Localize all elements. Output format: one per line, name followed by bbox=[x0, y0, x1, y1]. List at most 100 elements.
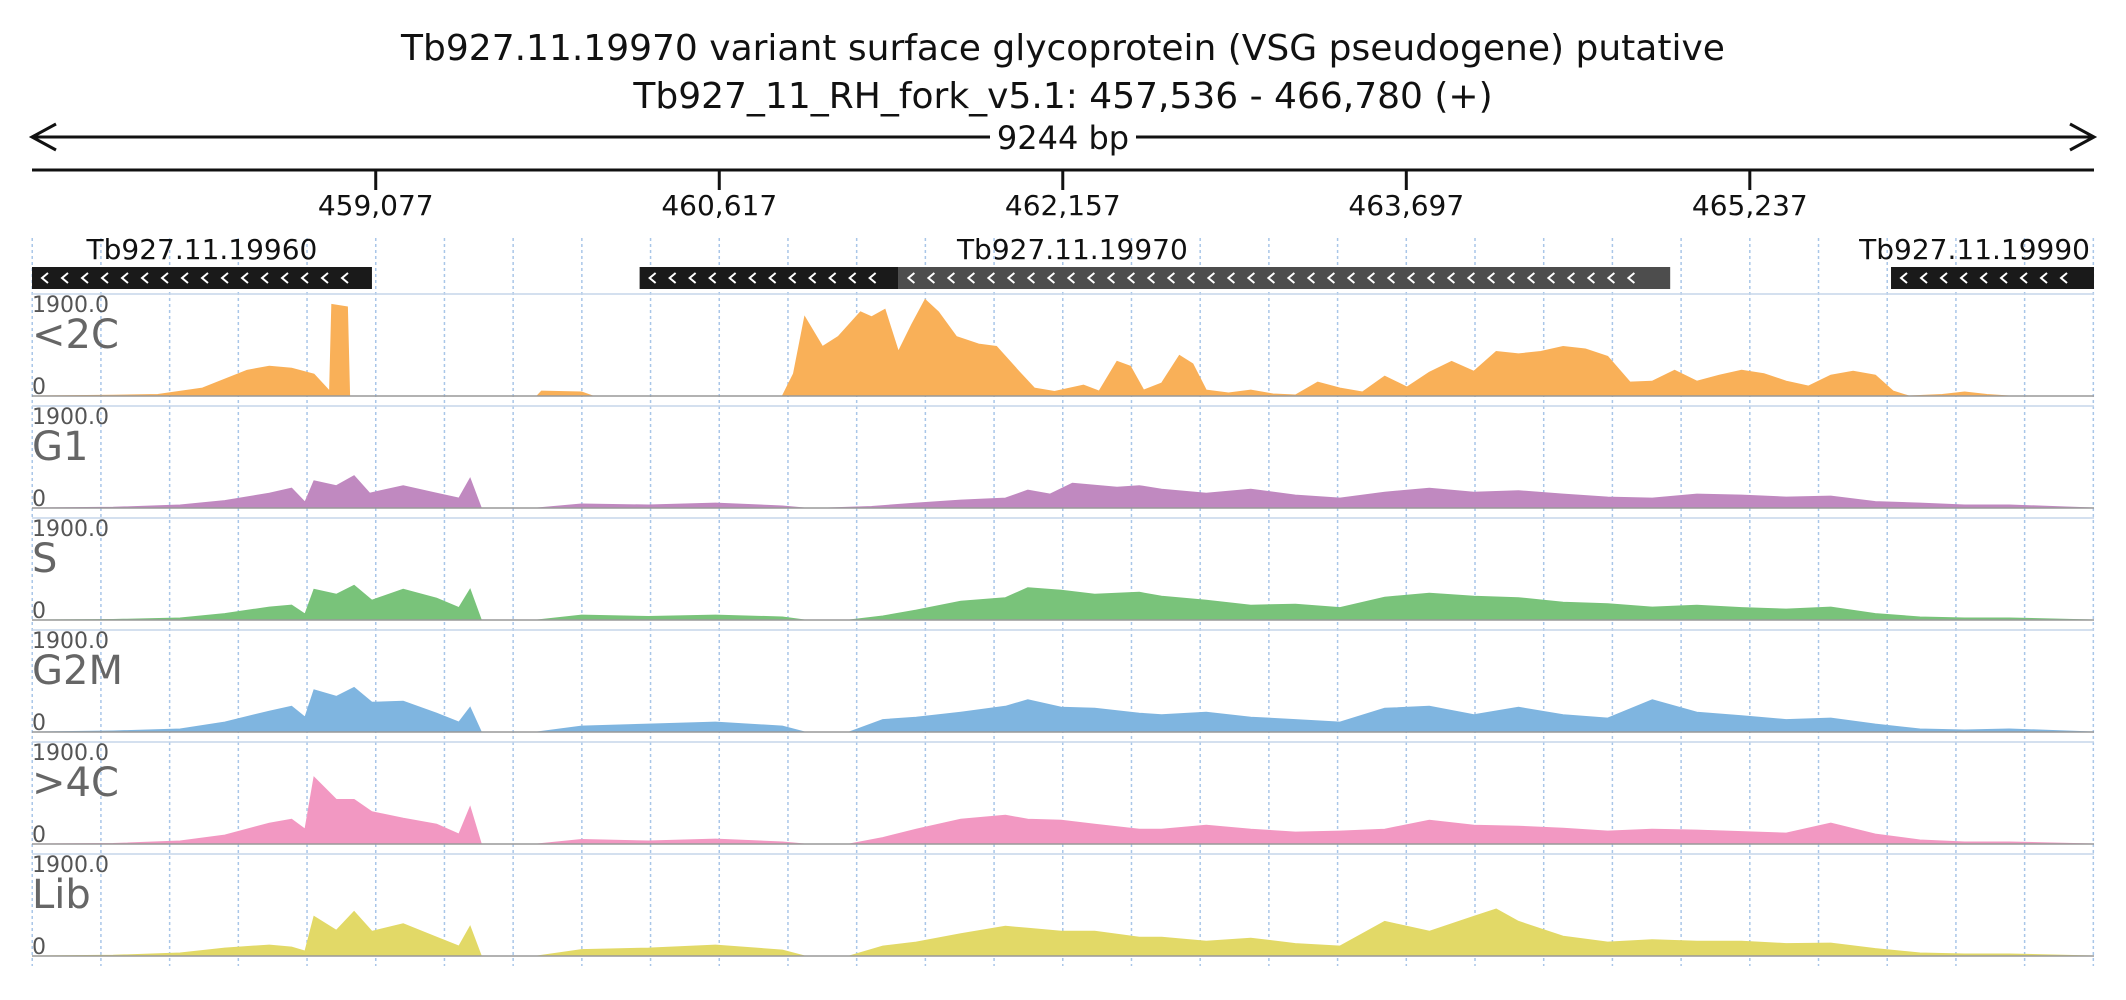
x-tick-label-1: 460,617 bbox=[661, 189, 777, 222]
gene-track: Tb927.11.19960 Tb927.11.19970 Tb927.11.199… bbox=[32, 233, 2094, 289]
coverage-area-1 bbox=[31, 475, 2095, 509]
strand-chevron-icon bbox=[1919, 272, 1928, 284]
strand-chevron-icon bbox=[320, 272, 329, 284]
gene-label-2: Tb927.11.19990 bbox=[1858, 233, 2090, 266]
coverage-area-3 bbox=[31, 686, 2095, 733]
strand-chevron-icon bbox=[1606, 272, 1616, 284]
strand-chevron-icon bbox=[1979, 272, 1988, 284]
track-1: 1900.0G1 0 bbox=[31, 405, 2095, 512]
coverage-area-4 bbox=[31, 776, 2095, 845]
strand-chevron-icon bbox=[848, 272, 857, 284]
gene-1-segment-1 bbox=[898, 267, 1671, 289]
strand-chevron-icon bbox=[40, 272, 49, 284]
strand-chevron-icon bbox=[828, 272, 837, 284]
gene-label-0: Tb927.11.19960 bbox=[86, 233, 318, 266]
track-min-label-4: 0 bbox=[32, 823, 46, 848]
strand-chevron-icon bbox=[868, 272, 877, 284]
coverage-area-2 bbox=[31, 584, 2095, 621]
strand-chevron-icon bbox=[986, 272, 996, 284]
strand-chevron-icon bbox=[220, 272, 229, 284]
strand-chevron-icon bbox=[1126, 272, 1136, 284]
strand-chevron-icon bbox=[648, 272, 657, 284]
track-max-label-4: 1900.0 bbox=[32, 741, 109, 766]
strand-chevron-icon bbox=[708, 272, 717, 284]
chart-subtitle: Tb927_11_RH_fork_v5.1: 457,536 - 466,780… bbox=[632, 76, 1492, 117]
strand-chevron-icon bbox=[768, 272, 777, 284]
track-name-1: G1 bbox=[32, 424, 88, 470]
strand-chevron-icon bbox=[60, 272, 69, 284]
coverage-area-5 bbox=[31, 908, 2095, 957]
strand-chevron-icon bbox=[140, 272, 149, 284]
track-name-3: G2M bbox=[32, 648, 123, 694]
coverage-area-0 bbox=[31, 298, 2094, 397]
strand-chevron-icon bbox=[2059, 272, 2068, 284]
track-max-label-0: 1900.0 bbox=[32, 293, 109, 318]
strand-chevron-icon bbox=[1586, 272, 1596, 284]
strand-chevron-icon bbox=[240, 272, 249, 284]
track-min-label-3: 0 bbox=[32, 711, 46, 736]
x-tick-label-2: 462,157 bbox=[1005, 189, 1121, 222]
strand-chevron-icon bbox=[1286, 272, 1296, 284]
strand-chevron-icon bbox=[1266, 272, 1276, 284]
strand-chevron-icon bbox=[926, 272, 936, 284]
strand-chevron-icon bbox=[1166, 272, 1176, 284]
strand-chevron-icon bbox=[160, 272, 169, 284]
track-max-label-1: 1900.0 bbox=[32, 405, 109, 430]
strand-chevron-icon bbox=[1526, 272, 1536, 284]
strand-chevron-icon bbox=[1246, 272, 1256, 284]
strand-chevron-icon bbox=[120, 272, 129, 284]
strand-chevron-icon bbox=[2039, 272, 2048, 284]
strand-chevron-icon bbox=[788, 272, 797, 284]
strand-chevron-icon bbox=[668, 272, 677, 284]
gene-label-1: Tb927.11.19970 bbox=[956, 233, 1188, 266]
track-min-label-5: 0 bbox=[32, 935, 46, 960]
strand-chevron-icon bbox=[340, 272, 349, 284]
strand-chevron-icon bbox=[966, 272, 976, 284]
strand-chevron-icon bbox=[1006, 272, 1016, 284]
strand-chevron-icon bbox=[80, 272, 89, 284]
track-4: 1900.0>4C 0 bbox=[31, 741, 2095, 848]
gene-2-segment-0 bbox=[1891, 267, 2094, 289]
strand-chevron-icon bbox=[1506, 272, 1516, 284]
strand-chevron-icon bbox=[200, 272, 209, 284]
strand-chevron-icon bbox=[1626, 272, 1636, 284]
strand-chevron-icon bbox=[906, 272, 916, 284]
strand-chevron-icon bbox=[2019, 272, 2028, 284]
strand-chevron-icon bbox=[1026, 272, 1036, 284]
track-max-label-5: 1900.0 bbox=[32, 853, 109, 878]
strand-chevron-icon bbox=[1326, 272, 1336, 284]
strand-chevron-icon bbox=[1386, 272, 1396, 284]
strand-chevron-icon bbox=[1306, 272, 1316, 284]
strand-chevron-icon bbox=[748, 272, 757, 284]
track-name-0: <2C bbox=[32, 312, 119, 358]
chart-title: Tb927.11.19970 variant surface glycoprot… bbox=[400, 28, 1725, 69]
strand-chevron-icon bbox=[1366, 272, 1376, 284]
strand-chevron-icon bbox=[808, 272, 817, 284]
strand-chevron-icon bbox=[1346, 272, 1356, 284]
x-axis-ticks: 459,077 460,617 462,157 463,697 465,237 bbox=[318, 170, 1808, 222]
strand-chevron-icon bbox=[1899, 272, 1908, 284]
strand-chevron-icon bbox=[1466, 272, 1476, 284]
strand-chevron-icon bbox=[1486, 272, 1496, 284]
strand-chevron-icon bbox=[260, 272, 269, 284]
strand-chevron-icon bbox=[1546, 272, 1556, 284]
strand-chevron-icon bbox=[1426, 272, 1436, 284]
track-max-label-3: 1900.0 bbox=[32, 629, 109, 654]
track-min-label-2: 0 bbox=[32, 599, 46, 624]
strand-chevron-icon bbox=[1406, 272, 1416, 284]
strand-chevron-icon bbox=[688, 272, 697, 284]
track-name-2: S bbox=[32, 536, 57, 582]
strand-chevron-icon bbox=[1446, 272, 1456, 284]
strand-chevron-icon bbox=[1106, 272, 1116, 284]
strand-chevron-icon bbox=[180, 272, 189, 284]
strand-chevron-icon bbox=[100, 272, 109, 284]
strand-chevron-icon bbox=[728, 272, 737, 284]
strand-chevron-icon bbox=[1066, 272, 1076, 284]
strand-chevron-icon bbox=[300, 272, 309, 284]
track-min-label-1: 0 bbox=[32, 487, 46, 512]
strand-chevron-icon bbox=[1999, 272, 2008, 284]
span-arrow-head-left bbox=[28, 122, 57, 152]
